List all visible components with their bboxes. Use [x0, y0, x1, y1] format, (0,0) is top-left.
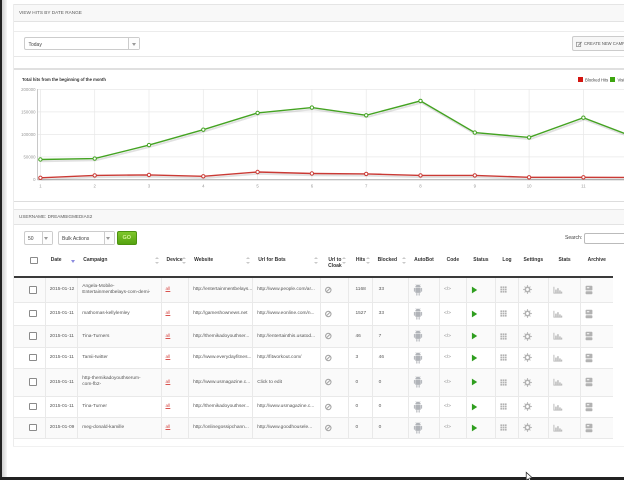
svg-text:4: 4 — [202, 184, 205, 189]
svg-text:9: 9 — [474, 184, 477, 189]
svg-text:0: 0 — [33, 177, 36, 182]
svg-text:6: 6 — [311, 184, 314, 189]
svg-text:200000: 200000 — [21, 87, 36, 92]
svg-text:1: 1 — [39, 184, 42, 189]
svg-text:7: 7 — [365, 184, 368, 189]
svg-text:8: 8 — [419, 184, 422, 189]
svg-text:11: 11 — [581, 184, 586, 189]
svg-text:5: 5 — [256, 184, 259, 189]
svg-text:50000: 50000 — [24, 155, 37, 160]
svg-text:150000: 150000 — [21, 110, 36, 115]
svg-text:3: 3 — [148, 184, 151, 189]
svg-text:10: 10 — [527, 184, 532, 189]
svg-text:100000: 100000 — [21, 132, 36, 137]
svg-text:2: 2 — [94, 184, 97, 189]
